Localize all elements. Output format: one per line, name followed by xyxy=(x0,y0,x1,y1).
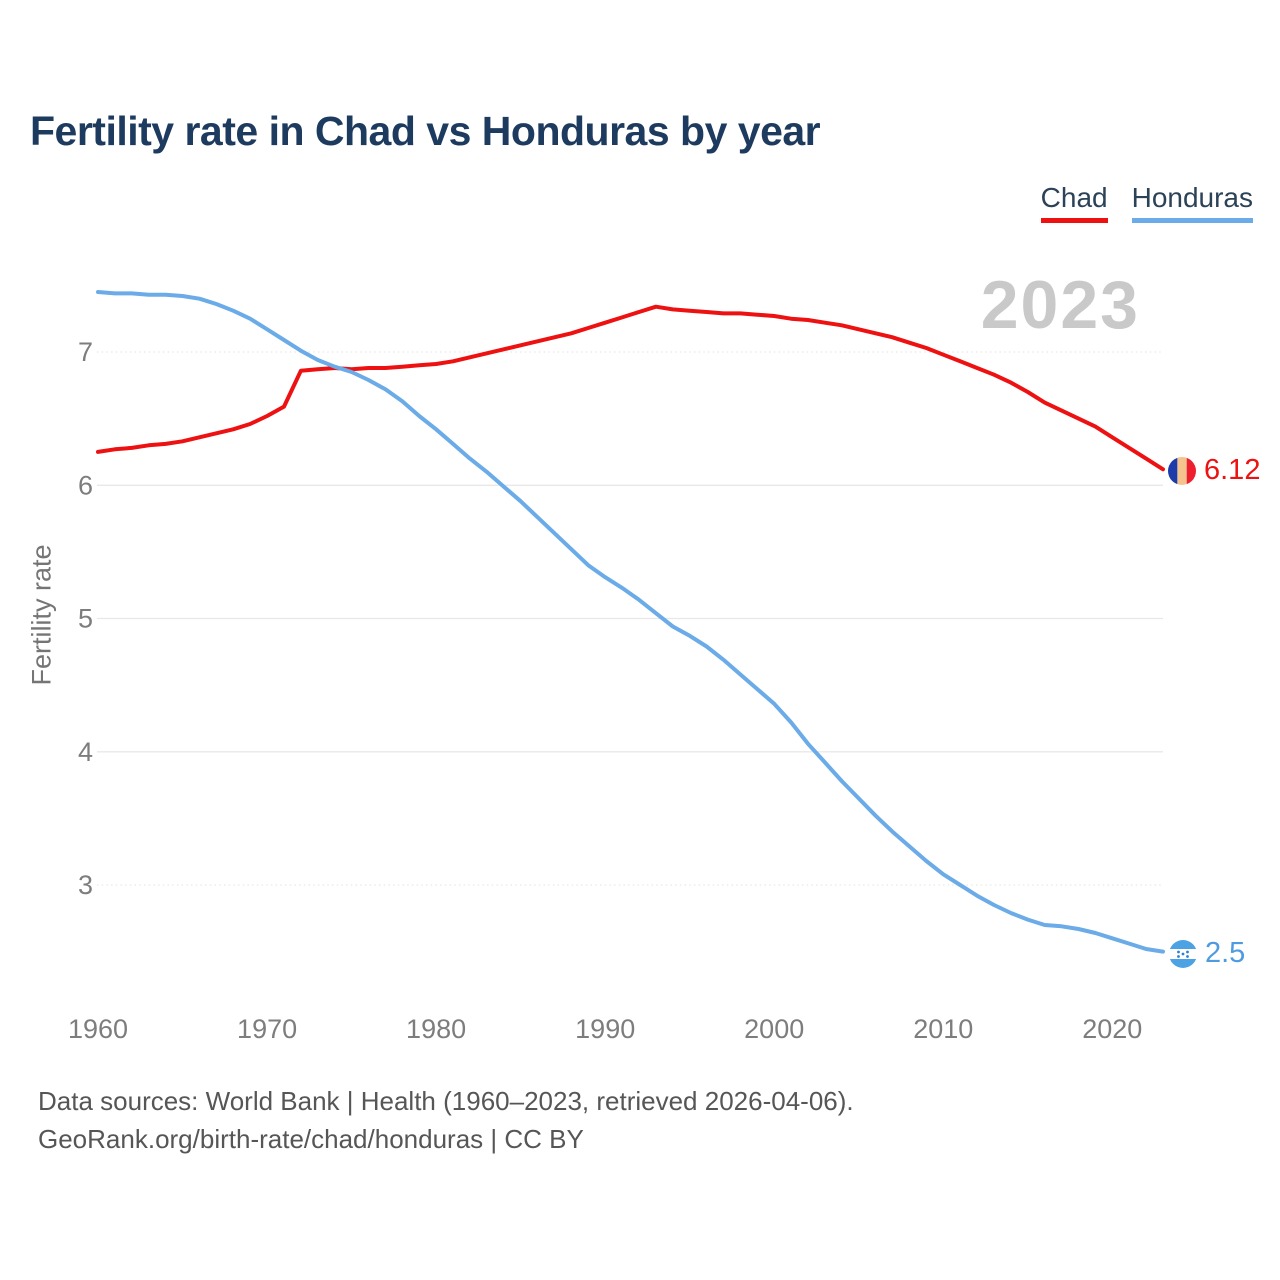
legend: Chad Honduras xyxy=(1040,182,1253,223)
legend-item-honduras[interactable]: Honduras xyxy=(1131,182,1253,223)
chad-final-value: 6.12 xyxy=(1204,454,1261,486)
y-tick-label: 5 xyxy=(78,604,93,634)
y-tick-label: 7 xyxy=(78,337,93,367)
x-tick-label: 2010 xyxy=(913,1014,973,1044)
watermark-year: 2023 xyxy=(980,267,1140,343)
page-title: Fertility rate in Chad vs Honduras by ye… xyxy=(30,108,821,154)
honduras-endpoint: 2.5 xyxy=(1169,937,1245,970)
x-tick-label: 1970 xyxy=(237,1014,297,1044)
x-tick-label: 1980 xyxy=(406,1014,466,1044)
x-tick-label: 2000 xyxy=(744,1014,804,1044)
chad-flag-icon xyxy=(1168,456,1196,485)
x-tick-label: 1960 xyxy=(68,1014,128,1044)
series-line-honduras xyxy=(96,290,1165,954)
x-tick-label: 2020 xyxy=(1082,1014,1142,1044)
x-tick-label: 1990 xyxy=(575,1014,635,1044)
source-line: Data sources: World Bank | Health (1960–… xyxy=(38,1086,854,1116)
source-attribution: Data sources: World Bank | Health (1960–… xyxy=(38,1082,854,1158)
license-line: GeoRank.org/birth-rate/chad/honduras | C… xyxy=(38,1124,584,1154)
legend-item-chad[interactable]: Chad xyxy=(1040,182,1108,223)
y-axis-label: Fertility rate xyxy=(26,544,57,686)
honduras-flag-icon xyxy=(1169,939,1197,968)
chad-endpoint: 6.12 xyxy=(1168,454,1260,487)
honduras-final-value: 2.5 xyxy=(1205,937,1246,969)
y-tick-label: 6 xyxy=(78,470,93,500)
y-tick-label: 3 xyxy=(78,870,93,900)
y-tick-label: 4 xyxy=(78,737,93,767)
